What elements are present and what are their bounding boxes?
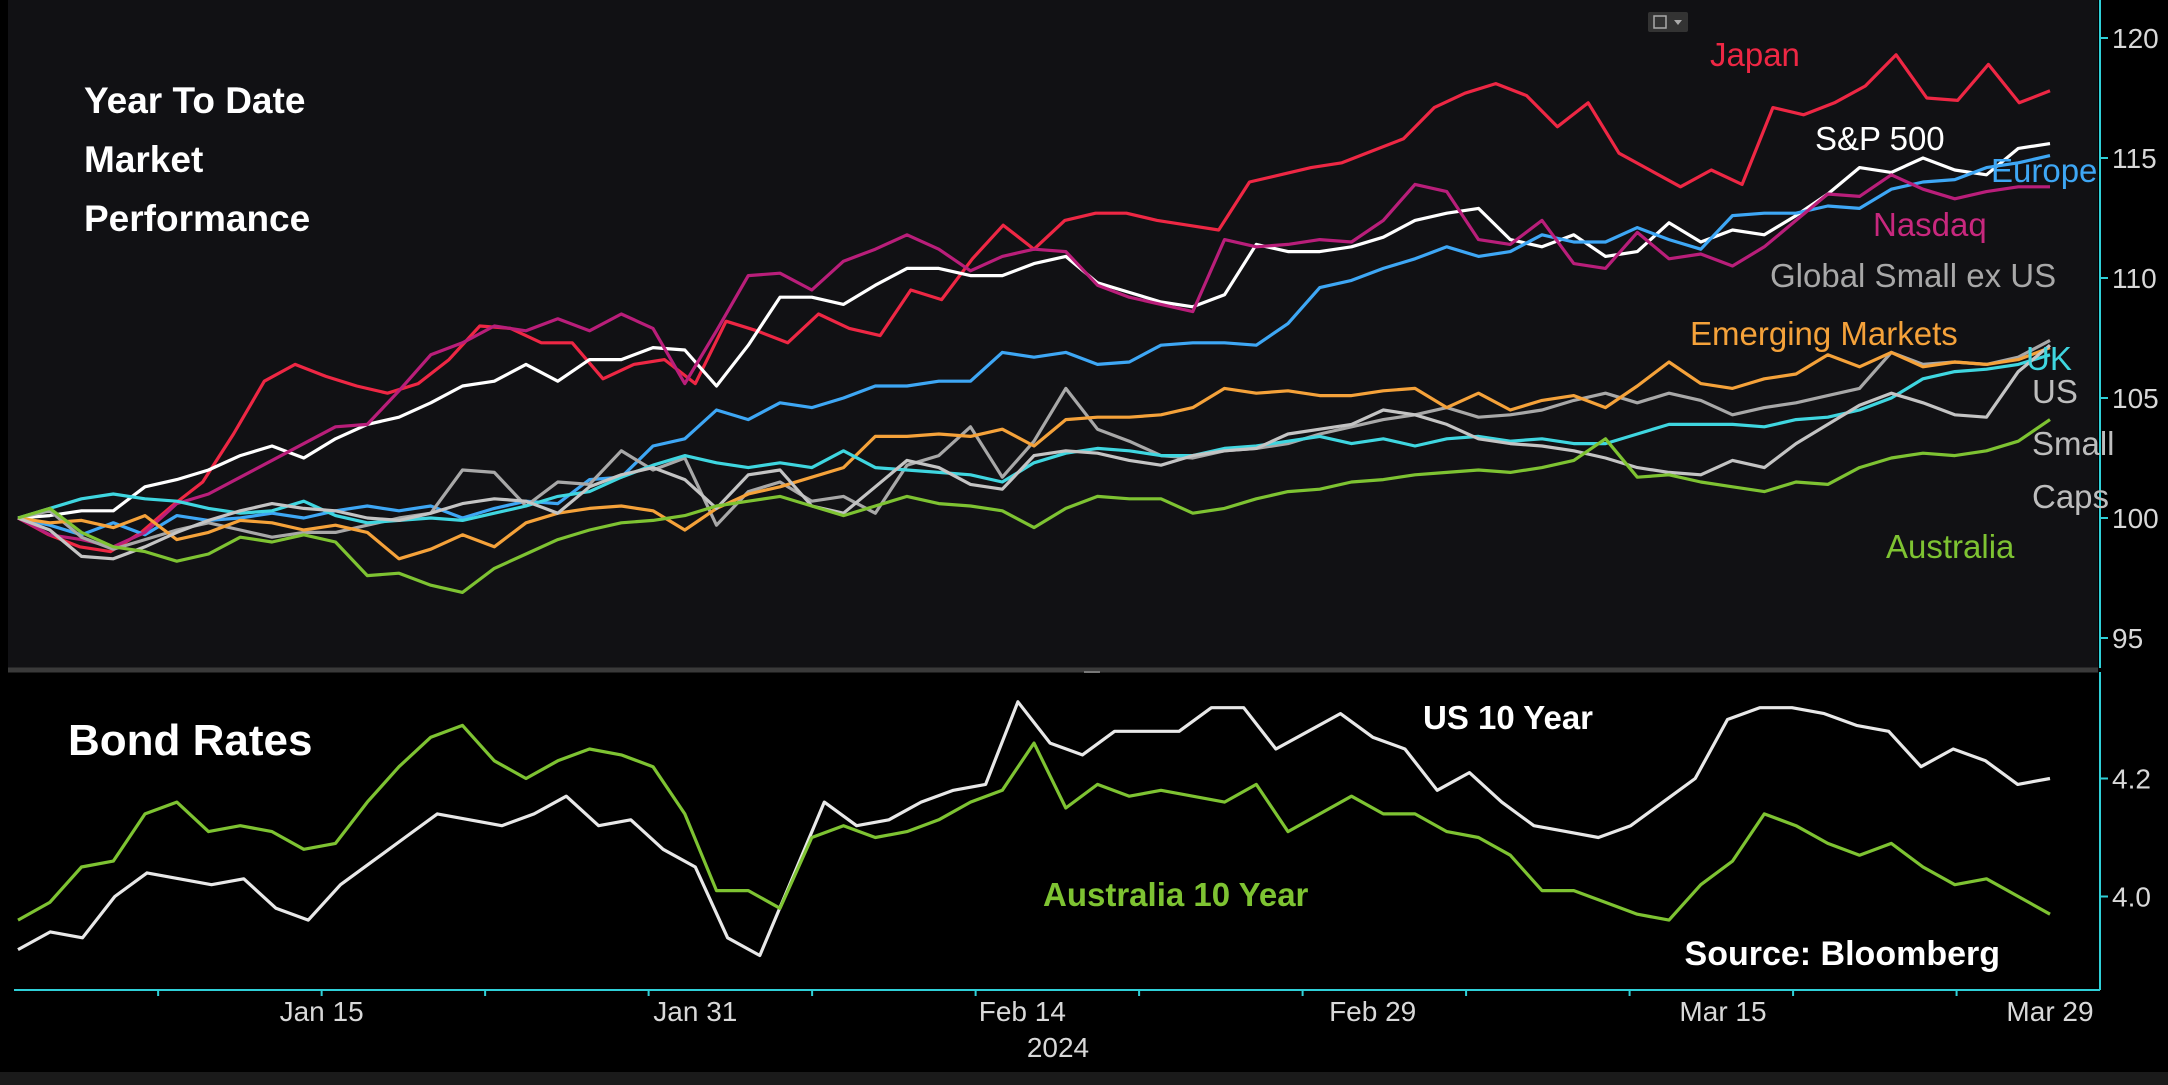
- top-panel-background: [8, 0, 2098, 668]
- label-us-small-3: Caps: [2032, 478, 2109, 515]
- label-uk: UK: [2026, 340, 2072, 377]
- y-tick-label: 110: [2112, 263, 2157, 294]
- series-line-nasdaq: [17, 173, 2050, 549]
- label-europe: Europe: [1991, 152, 2097, 189]
- x-tick-label: Jan 31: [653, 996, 737, 1027]
- y-tick-label: 95: [2112, 623, 2143, 654]
- label-australia: Australia: [1886, 528, 2015, 565]
- label-global-small: Global Small ex US: [1770, 257, 2056, 294]
- series-line-global_small: [17, 338, 2051, 551]
- label-us-small-2: Small: [2032, 425, 2115, 462]
- y-tick-label: 4.2: [2112, 764, 2151, 795]
- series-line-australia: [17, 418, 2051, 595]
- series-line-us_small: [17, 343, 2052, 561]
- series-line-europe: [17, 154, 2051, 537]
- top-y-ticks: 95 100 105 110 115 120: [2100, 23, 2159, 654]
- y-tick-label: 4.0: [2112, 882, 2151, 913]
- bottom-y-ticks: 4.0 4.2: [2100, 764, 2151, 913]
- label-au10: Australia 10 Year: [1043, 876, 1309, 913]
- panel-menu-icon[interactable]: [1648, 12, 1688, 32]
- series-line-us10: [17, 700, 2051, 958]
- y-tick-label: 115: [2112, 143, 2157, 174]
- label-japan: Japan: [1710, 36, 1800, 73]
- series-line-emerging: [17, 346, 2051, 561]
- label-us10: US 10 Year: [1423, 699, 1593, 736]
- y-tick-label: 120: [2112, 23, 2159, 54]
- bottom-series-lines: [17, 700, 2051, 958]
- top-title-line-2: Market: [84, 139, 203, 180]
- x-axis-year: 2024: [1027, 1032, 1089, 1063]
- x-tick-label: Mar 15: [1679, 996, 1766, 1027]
- y-tick-label: 105: [2112, 383, 2159, 414]
- label-us-small-1: US: [2032, 373, 2078, 410]
- series-line-uk: [17, 353, 2051, 525]
- label-nasdaq: Nasdaq: [1873, 206, 1987, 243]
- x-tick-label: Mar 29: [2006, 996, 2093, 1027]
- x-tick-label: Feb 14: [979, 996, 1066, 1027]
- top-title-line-1: Year To Date: [84, 80, 305, 121]
- bottom-title: Bond Rates: [68, 716, 312, 765]
- x-tick-label: Feb 29: [1329, 996, 1416, 1027]
- status-bar: [0, 1072, 2168, 1085]
- y-tick-label: 100: [2112, 503, 2159, 534]
- x-ticks: Jan 15 Jan 31 Feb 14 Feb 29 Mar 15 Mar 29: [157, 990, 2094, 1027]
- label-sp500: S&P 500: [1815, 120, 1945, 157]
- bottom-panel-background: [8, 672, 2098, 990]
- top-series-lines: [17, 53, 2052, 595]
- top-title-line-3: Performance: [84, 198, 310, 239]
- label-emerging: Emerging Markets: [1690, 315, 1958, 352]
- source-label: Source: Bloomberg: [1685, 935, 2000, 973]
- series-line-au10: [17, 723, 2051, 922]
- x-tick-label: Jan 15: [280, 996, 364, 1027]
